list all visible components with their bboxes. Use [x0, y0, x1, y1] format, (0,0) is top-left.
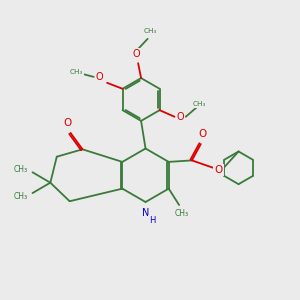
Text: N: N	[142, 208, 149, 218]
Text: CH₃: CH₃	[192, 101, 206, 107]
Text: CH₃: CH₃	[14, 165, 28, 174]
Text: O: O	[63, 118, 71, 128]
Text: H: H	[149, 216, 155, 225]
Text: O: O	[133, 49, 140, 59]
Text: CH₃: CH₃	[144, 28, 157, 34]
Text: O: O	[214, 165, 223, 175]
Text: O: O	[198, 129, 206, 139]
Text: CH₃: CH₃	[14, 192, 28, 201]
Text: O: O	[177, 112, 184, 122]
Text: CH₃: CH₃	[174, 209, 189, 218]
Text: O: O	[96, 72, 103, 82]
Text: CH₃: CH₃	[69, 68, 82, 74]
